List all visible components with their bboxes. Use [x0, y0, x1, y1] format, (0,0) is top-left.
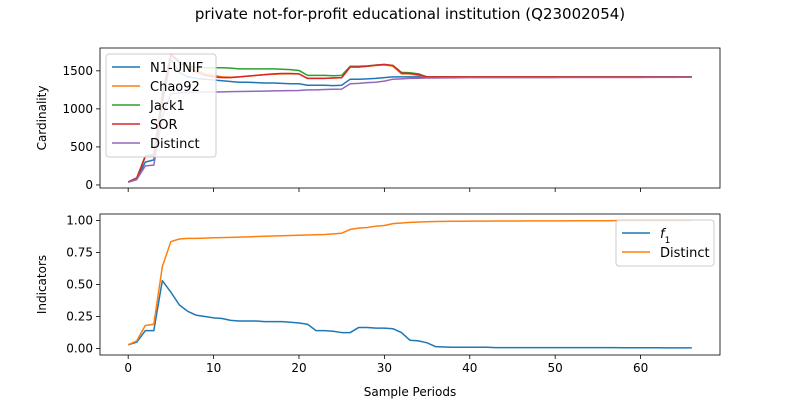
legend-entry-1: Chao92	[150, 80, 200, 95]
y-tick-label: 0.50	[66, 278, 93, 292]
y-axis-label: Indicators	[35, 255, 49, 314]
legend-entry-10: f1	[660, 227, 670, 246]
legend-box	[105, 53, 217, 158]
x-tick-label: 30	[377, 361, 392, 375]
indicators-panel: 0 10 20 30 40 50 60 0.00 0.25 0.50 0.75 1.00 Indicat…	[35, 213, 721, 375]
legend-entry-4: Distinct	[150, 137, 200, 152]
x-tick-label: 40	[462, 361, 477, 375]
x-axis-label: Sample Periods	[364, 385, 456, 399]
y-axis-label: Cardinality	[35, 86, 49, 151]
y-tick-label: 0.25	[66, 310, 93, 324]
y-tick-label: 0.00	[66, 342, 93, 356]
legend-entry-2: Jack1	[149, 99, 185, 114]
x-tick-label: 20	[291, 361, 306, 375]
series-lines	[127, 53, 692, 184]
y-tick-label: 1500	[62, 64, 93, 78]
legend-entry-3: SOR	[150, 118, 178, 133]
legend-box	[615, 219, 715, 267]
y-tick-label: 500	[70, 140, 93, 154]
legend-entry-0: N1-UNIF	[150, 61, 203, 76]
x-tick-label: 60	[633, 361, 648, 375]
series-line-11	[127, 219, 692, 346]
series-line-10	[127, 279, 692, 349]
y-tick-label: 0.75	[66, 245, 93, 259]
y-tick-label: 0	[85, 178, 93, 192]
chart-title: private not-for-profit educational insti…	[195, 5, 625, 23]
cardinality-panel: 0 500 1000 1500 Cardinality N1-UNIF Chao92 Jack…	[35, 47, 721, 192]
x-tick-label: 50	[548, 361, 563, 375]
legend-entry-11: Distinct	[660, 246, 710, 261]
y-tick-label: 1.00	[66, 213, 93, 227]
y-tick-label: 1000	[62, 102, 93, 116]
x-tick-label: 10	[206, 361, 221, 375]
x-tick-label: 0	[124, 361, 132, 375]
axes-frame	[99, 47, 721, 189]
series-line-4	[127, 76, 692, 184]
legend: N1-UNIF Chao92 Jack1 SOR Distinct	[105, 53, 217, 158]
series-lines	[127, 219, 692, 349]
